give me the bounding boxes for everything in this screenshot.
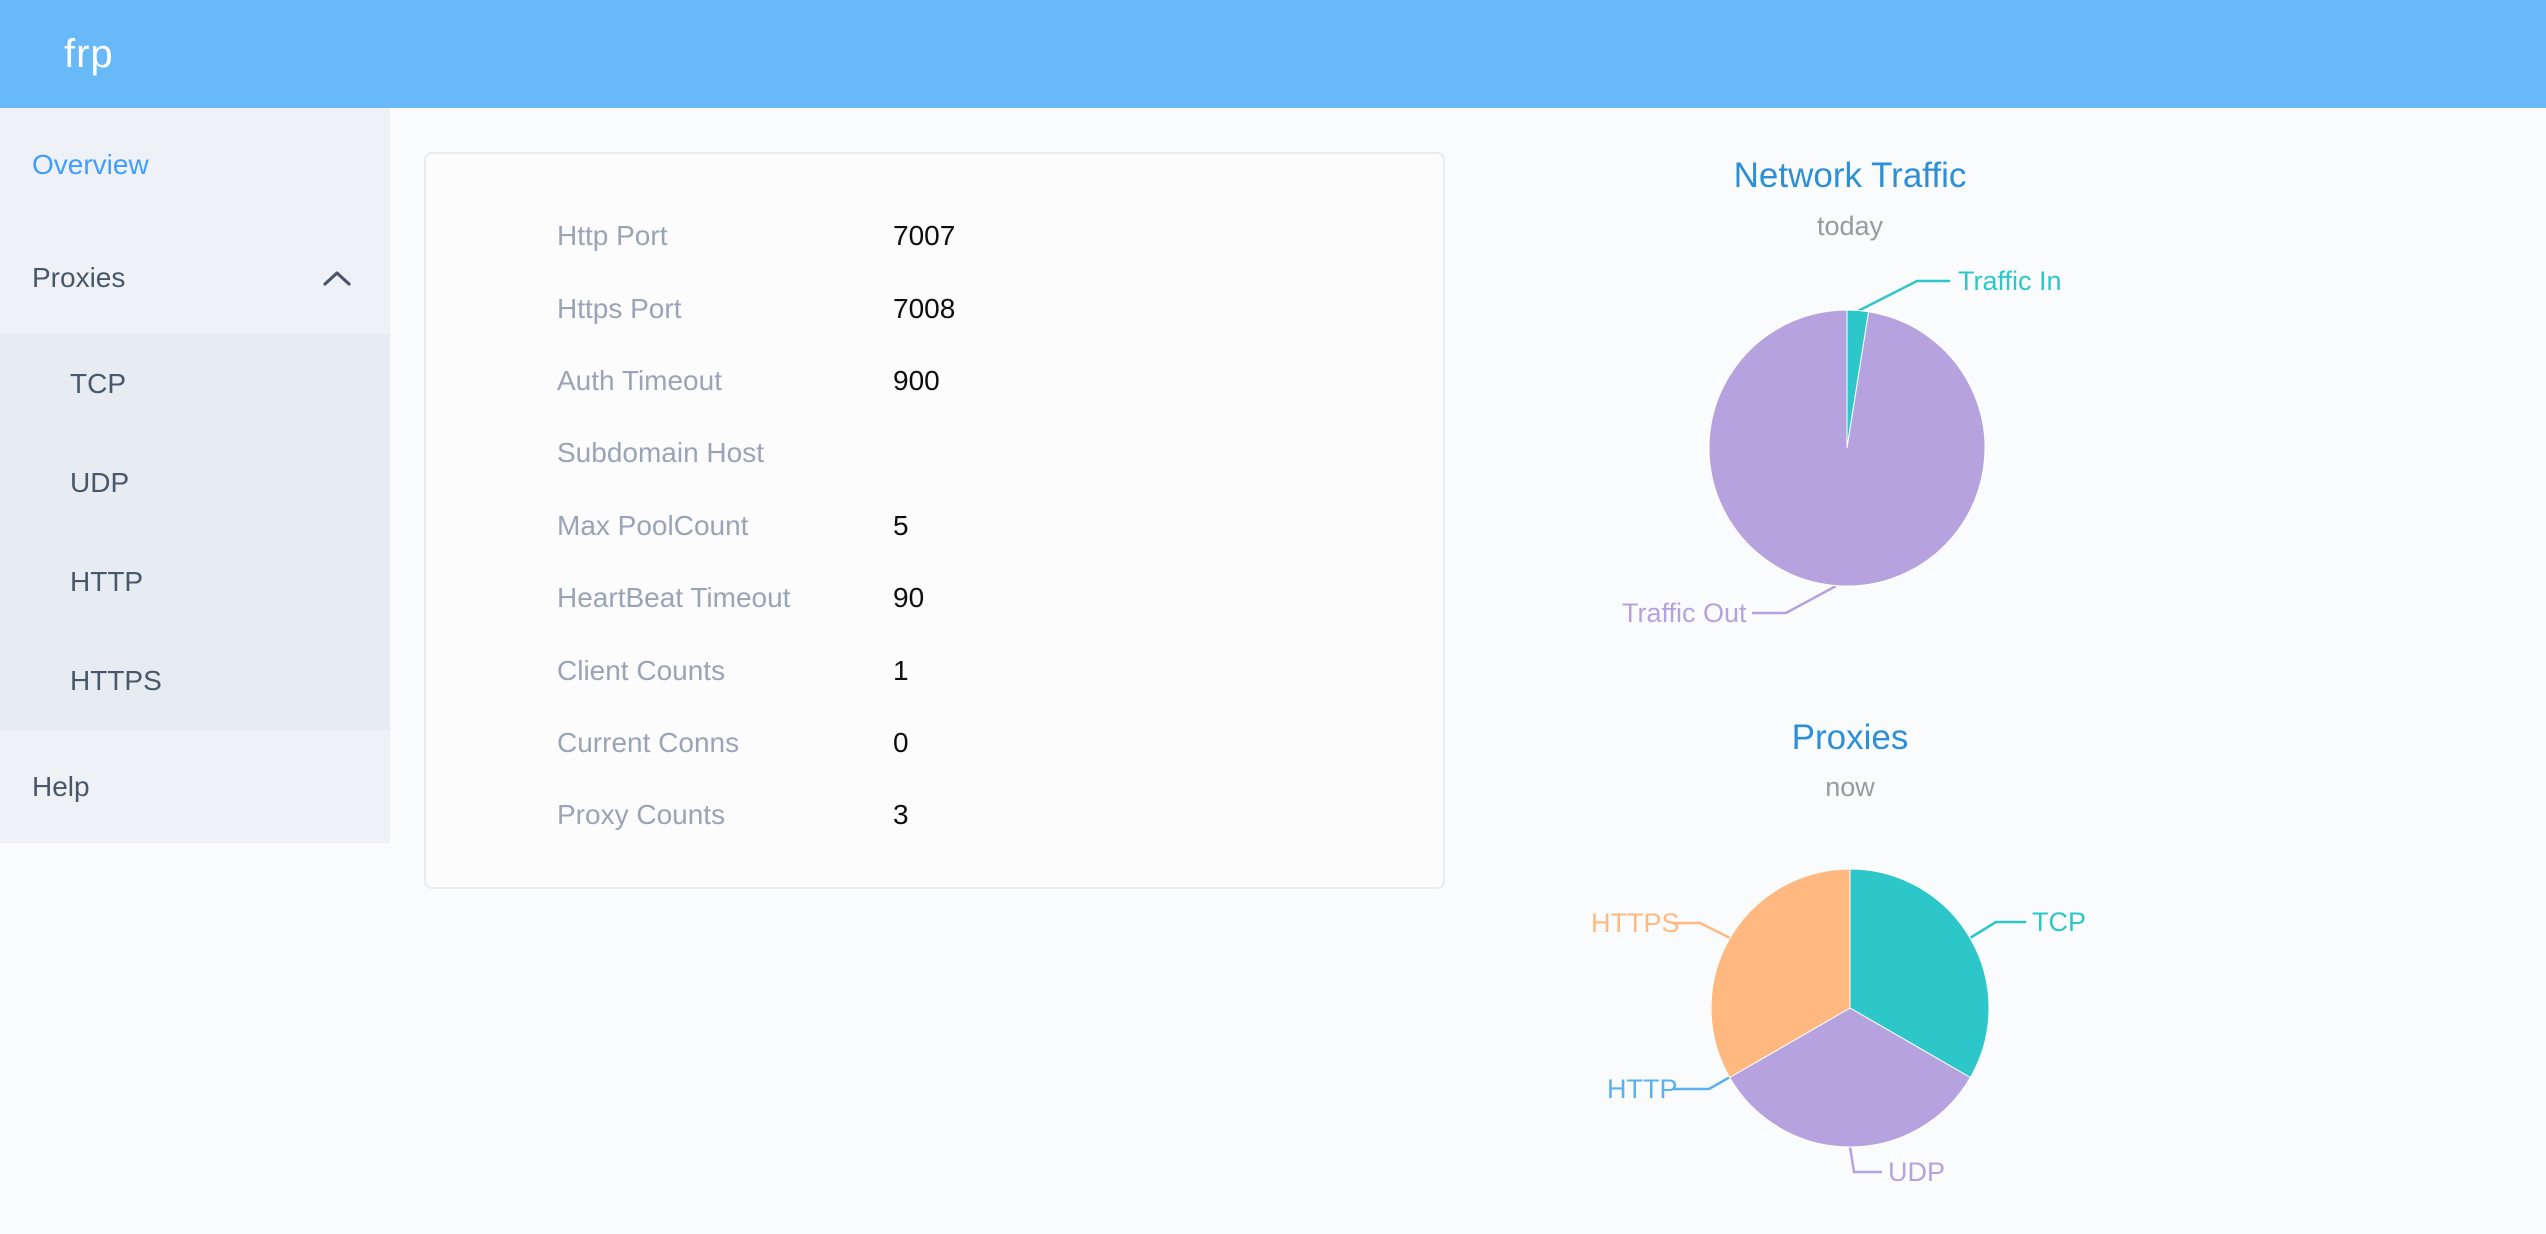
udp-slice-label: UDP (1888, 1157, 1946, 1187)
traffic-out-label: Traffic Out (1622, 598, 1747, 628)
info-label: Current Conns (557, 726, 740, 758)
info-label: Http Port (557, 220, 668, 252)
info-row-client-counts: Client Counts 1 (426, 634, 1443, 706)
pie-slice-traffic-out[interactable] (1708, 309, 1986, 587)
network-traffic-subtitle: today (1816, 211, 1884, 241)
info-label: HeartBeat Timeout (557, 582, 791, 614)
info-value: 7007 (893, 220, 956, 252)
sidebar-item-proxies[interactable]: Proxies (0, 221, 390, 334)
traffic-in-label: Traffic In (1958, 266, 2062, 296)
info-value: 5 (893, 509, 909, 541)
chevron-up-icon (323, 270, 351, 286)
app-logo: frp (64, 31, 114, 76)
info-row-https-port: Https Port 7008 (426, 272, 1443, 344)
sidebar-item-https[interactable]: HTTPS (0, 631, 390, 730)
info-row-max-poolcount: Max PoolCount 5 (426, 490, 1443, 562)
sidebar-item-overview[interactable]: Overview (0, 108, 390, 221)
sidebar-nav: Overview Proxies TCP UDP HTTP HTTPS Help (0, 108, 390, 843)
info-label: Max PoolCount (557, 509, 749, 541)
label-line-http (1672, 1075, 1731, 1091)
sidebar-item-proxies-label: Proxies (32, 261, 126, 293)
info-row-heartbeat-timeout: HeartBeat Timeout 90 (426, 562, 1443, 634)
info-label: Subdomain Host (557, 437, 765, 469)
info-value: 7008 (893, 292, 956, 324)
info-value: 900 (893, 364, 940, 396)
label-line-udp (1848, 1146, 1882, 1174)
server-info-list: Http Port 7007 Https Port 7008 Auth Time… (426, 200, 1443, 852)
sidebar-item-udp[interactable]: UDP (0, 433, 390, 532)
info-row-http-port: Http Port 7007 (426, 200, 1443, 272)
network-traffic-pie-chart[interactable] (1560, 270, 2140, 650)
info-label: Https Port (557, 292, 682, 324)
server-info-card: Http Port 7007 Https Port 7008 Auth Time… (424, 152, 1445, 889)
info-row-subdomain-host: Subdomain Host (426, 417, 1443, 489)
network-traffic-title: Network Traffic (1733, 156, 1967, 195)
pie-slice-https[interactable] (1710, 868, 1851, 1079)
proxies-pie-chart[interactable] (1560, 830, 2140, 1234)
info-label: Auth Timeout (557, 364, 722, 396)
tcp-slice-label: TCP (2032, 907, 2086, 937)
label-line-traffic-in (1857, 279, 1950, 313)
info-row-current-conns: Current Conns 0 (426, 707, 1443, 779)
info-row-auth-timeout: Auth Timeout 900 (426, 345, 1443, 417)
pie-slice-tcp[interactable] (1849, 868, 1990, 1079)
sidebar-item-help[interactable]: Help (0, 730, 390, 843)
info-value: 90 (893, 582, 925, 614)
label-line-tcp (1969, 920, 2026, 940)
header-bar: frp (0, 0, 2546, 108)
sidebar-item-http[interactable]: HTTP (0, 532, 390, 631)
info-value: 1 (893, 654, 909, 686)
proxies-chart-subtitle: now (1825, 772, 1875, 802)
info-row-proxy-counts: Proxy Counts 3 (426, 779, 1443, 851)
sidebar-item-tcp[interactable]: TCP (0, 334, 390, 433)
info-value: 3 (893, 799, 909, 831)
label-line-https (1672, 921, 1731, 940)
label-line-traffic-out (1752, 584, 1837, 615)
proxies-chart-title: Proxies (1791, 718, 1909, 757)
https-slice-label: HTTPS (1591, 908, 1680, 938)
info-label: Proxy Counts (557, 799, 726, 831)
sidebar-submenu-proxies: TCP UDP HTTP HTTPS (0, 334, 390, 730)
info-value: 0 (893, 726, 909, 758)
info-label: Client Counts (557, 654, 726, 686)
http-slice-label: HTTP (1607, 1074, 1678, 1104)
